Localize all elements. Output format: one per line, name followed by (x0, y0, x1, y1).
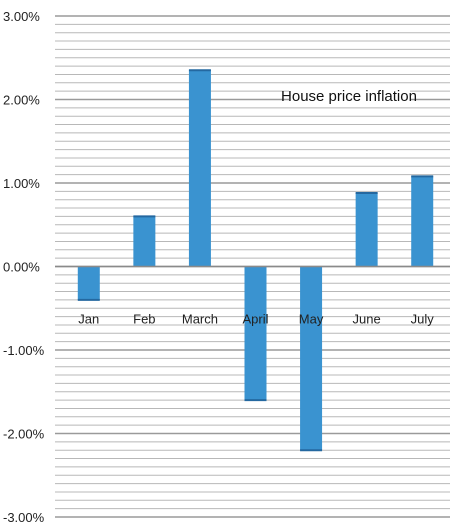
chart-title-group: House price inflation (281, 85, 417, 107)
category-label: July (411, 312, 435, 327)
bars (77, 69, 434, 452)
chart-title: House price inflation (281, 88, 417, 105)
y-tick-label: 1.00% (3, 176, 40, 191)
category-label: Jan (78, 312, 99, 327)
category-labels: Jan Feb March April May June July (78, 312, 434, 327)
y-tick-label: -2.00% (3, 427, 45, 442)
category-label: March (182, 312, 218, 327)
chart-title-background (289, 85, 410, 107)
y-tick-label: -1.00% (3, 343, 45, 358)
category-label: June (353, 312, 381, 327)
bar-july (411, 176, 434, 267)
category-label: May (299, 312, 324, 327)
bar-june (355, 193, 378, 267)
category-label: Feb (133, 312, 155, 327)
y-tick-label: -3.00% (3, 510, 45, 525)
y-tick-label: 0.00% (3, 260, 40, 275)
bar-march (188, 70, 211, 267)
bar-feb (133, 216, 156, 267)
gridlines (55, 15, 450, 518)
y-axis-tick-labels: 3.00% 2.00% 1.00% 0.00% -1.00% -2.00% -3.00% (3, 9, 45, 525)
bar-april (244, 266, 267, 401)
y-tick-label: 2.00% (3, 93, 40, 108)
bar-jan (77, 266, 100, 300)
category-label: April (242, 312, 268, 327)
y-tick-label: 3.00% (3, 9, 40, 24)
bar-may (300, 266, 323, 451)
